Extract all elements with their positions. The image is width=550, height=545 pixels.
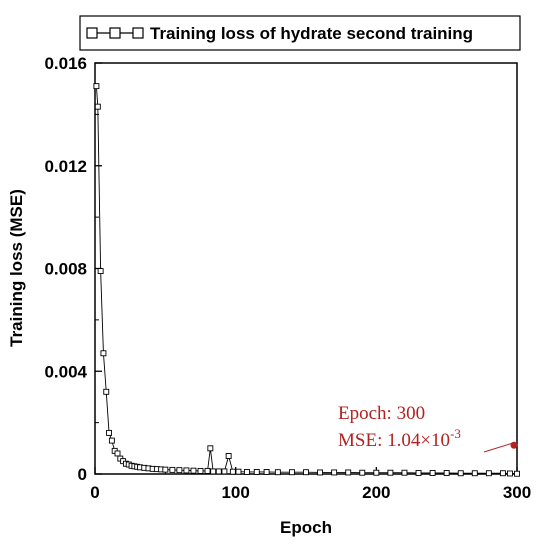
data-point (499, 470, 506, 477)
data-point (345, 469, 352, 476)
y-tick-label: 0.016 (44, 54, 87, 73)
annotation-mse-exponent: -3 (450, 426, 461, 441)
plot-area-frame (94, 62, 518, 475)
data-point (514, 470, 520, 477)
x-axis-ticks: 0 100 200 300 (90, 467, 531, 502)
data-point (471, 470, 478, 477)
series-line (95, 86, 518, 475)
data-point (100, 350, 107, 357)
data-point (507, 470, 513, 477)
x-tick-label: 200 (362, 483, 390, 502)
y-tick-label: 0.008 (44, 260, 87, 279)
data-point (197, 467, 204, 474)
legend-marker (109, 27, 121, 39)
legend-label: Training loss of hydrate second training (150, 24, 473, 43)
annotation-epoch: Epoch: 300 (338, 403, 425, 424)
data-point (457, 470, 464, 477)
legend-marker (132, 27, 144, 39)
x-tick-label: 0 (90, 483, 99, 502)
data-point (229, 468, 236, 475)
data-point (108, 437, 115, 444)
data-point (210, 468, 217, 475)
annotation-mse: MSE: 1.04×10-3 (338, 426, 461, 451)
series-layer (93, 83, 520, 477)
data-point (235, 468, 242, 475)
data-point (263, 468, 270, 475)
data-point (97, 268, 104, 275)
data-point (93, 83, 100, 90)
data-point (215, 468, 222, 475)
data-point (387, 469, 394, 476)
data-point (221, 468, 228, 475)
data-point (183, 467, 190, 474)
data-point (253, 468, 260, 475)
data-point (207, 445, 214, 452)
data-point (443, 470, 450, 476)
x-tick-label: 100 (221, 483, 249, 502)
x-axis-title: Epoch (280, 518, 332, 537)
data-point (243, 468, 250, 475)
data-point (103, 388, 110, 395)
data-point (331, 469, 338, 476)
annotation-point (510, 441, 518, 449)
y-tick-label: 0.012 (44, 157, 87, 176)
data-point (429, 470, 436, 476)
data-point (415, 470, 422, 476)
data-point (106, 429, 113, 436)
annotation: Epoch: 300 MSE: 1.04×10-3 (338, 403, 518, 453)
data-point (94, 103, 101, 110)
data-point (176, 467, 183, 474)
data-point (114, 450, 121, 457)
annotation-mse-base: MSE: 1.04×10 (338, 430, 450, 451)
data-point (373, 469, 380, 476)
data-point (288, 469, 295, 476)
y-axis-ticks: 0 0.004 0.008 0.012 0.016 (44, 54, 102, 484)
data-point (225, 453, 232, 459)
legend-symbol (86, 27, 144, 39)
data-point (485, 470, 492, 477)
data-point (359, 469, 366, 476)
y-tick-label: 0 (78, 465, 87, 484)
data-point (401, 469, 408, 476)
data-point (162, 466, 169, 473)
y-tick-label: 0.004 (44, 362, 87, 381)
annotation-arrow (483, 442, 513, 453)
legend-box (79, 15, 521, 51)
data-point (317, 469, 324, 476)
data-point (204, 467, 211, 474)
legend-marker (86, 27, 98, 39)
legend: Training loss of hydrate second training (79, 15, 521, 51)
y-axis-title: Training loss (MSE) (7, 189, 26, 347)
data-point (169, 466, 176, 473)
data-point (190, 467, 197, 474)
x-tick-label: 300 (503, 483, 531, 502)
data-point (303, 469, 309, 476)
data-point (274, 469, 281, 476)
